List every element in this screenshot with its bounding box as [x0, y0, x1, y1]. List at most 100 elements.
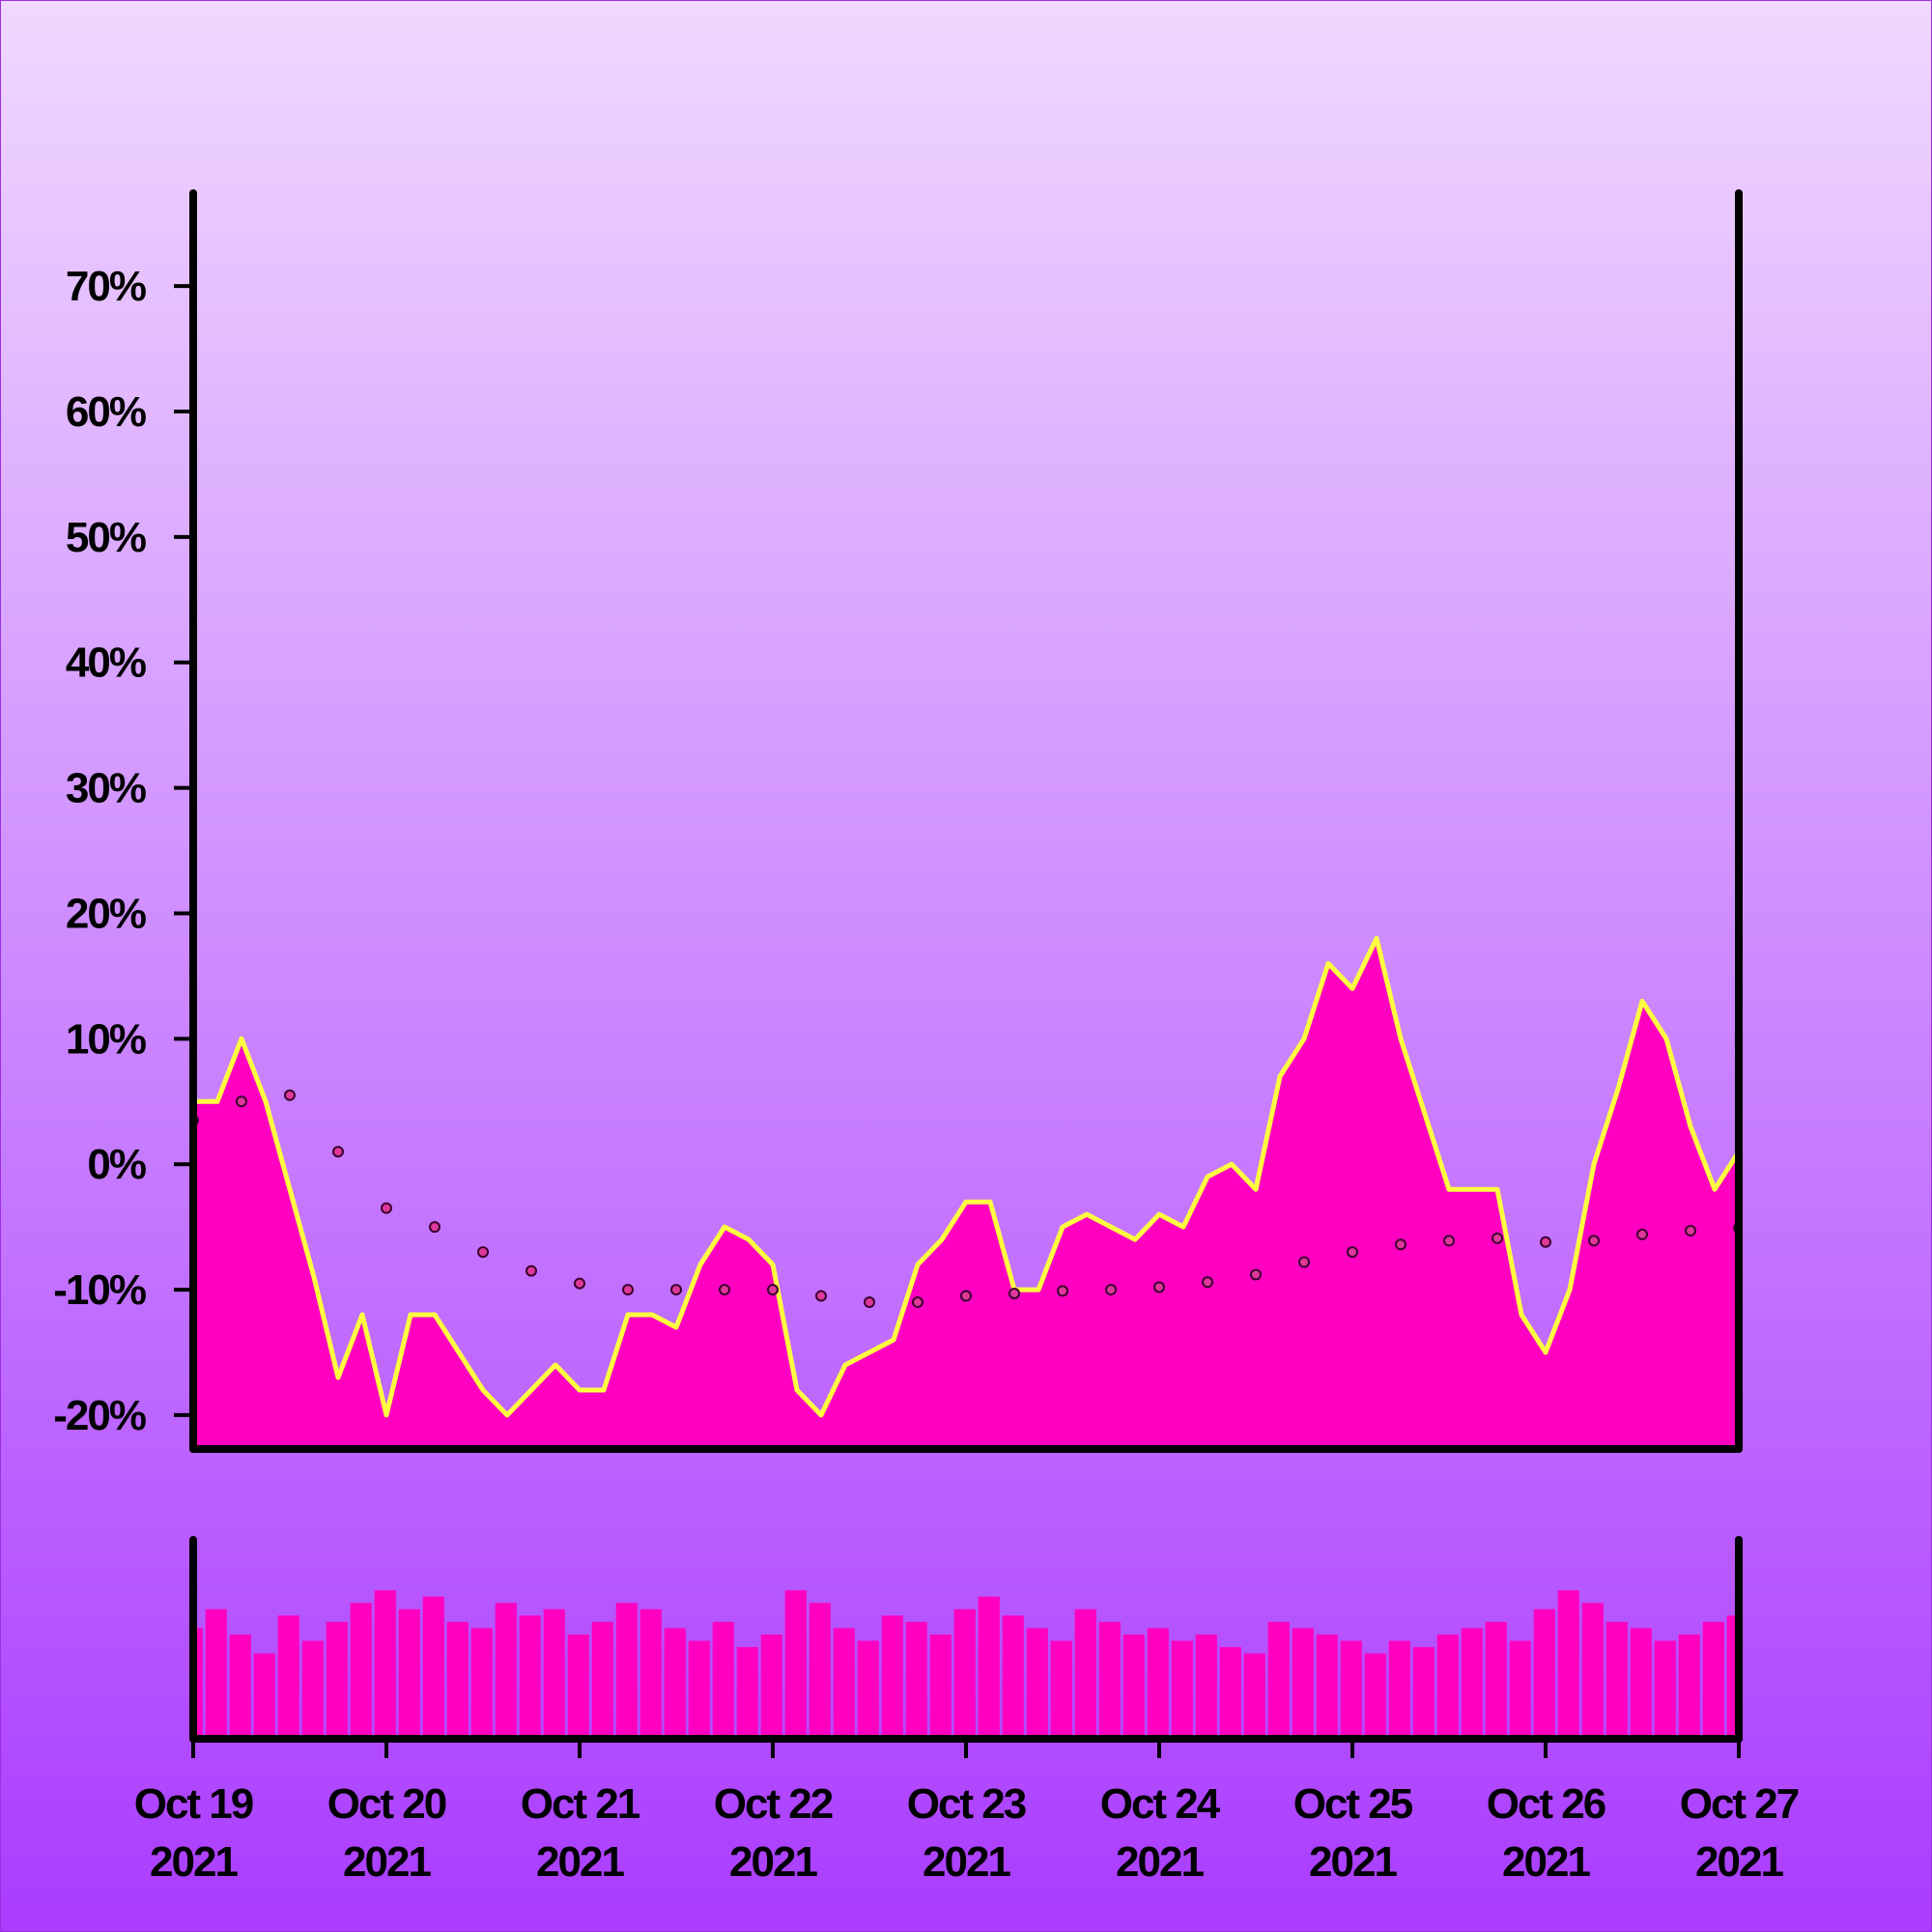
volume-bar — [1436, 1634, 1459, 1739]
x-tick-label: 2021 — [729, 1838, 817, 1886]
moving-average-dot — [1636, 1228, 1648, 1240]
volume-bar — [615, 1603, 638, 1739]
volume-bar — [1412, 1647, 1435, 1739]
moving-average-dot — [1588, 1235, 1600, 1247]
volume-bar — [1195, 1634, 1217, 1739]
moving-average-dot — [1009, 1287, 1020, 1299]
volume-bar — [1026, 1628, 1048, 1739]
volume-bar — [929, 1634, 952, 1739]
x-tick-label: 2021 — [1309, 1838, 1397, 1886]
volume-bar — [857, 1640, 879, 1739]
volume-bar — [1002, 1615, 1024, 1739]
volume-bar — [374, 1590, 396, 1739]
moving-average-dot — [719, 1284, 730, 1296]
x-tick-label: 2021 — [536, 1838, 624, 1886]
x-tick-label: Oct 20 — [327, 1780, 446, 1828]
volume-bar — [350, 1603, 372, 1739]
volume-bar — [1581, 1603, 1604, 1739]
moving-average-dot — [477, 1246, 489, 1259]
moving-average-dot — [332, 1146, 344, 1158]
x-tick-label: 2021 — [343, 1838, 431, 1886]
moving-average-dot — [1202, 1276, 1213, 1289]
volume-bar — [1243, 1653, 1265, 1739]
volume-bar — [1485, 1621, 1507, 1739]
y-tick-label: 70% — [66, 263, 146, 310]
volume-bar — [784, 1590, 807, 1739]
volume-bar — [519, 1615, 541, 1739]
volume-bar — [543, 1608, 565, 1739]
volume-bar — [833, 1628, 855, 1739]
volume-bar — [1050, 1640, 1072, 1739]
y-tick-label: 40% — [66, 639, 146, 687]
volume-area — [193, 1590, 1739, 1739]
x-tick-label: Oct 25 — [1293, 1780, 1413, 1828]
volume-bar — [1533, 1608, 1555, 1739]
volume-bar — [1219, 1647, 1241, 1739]
moving-average-dot — [912, 1296, 923, 1309]
moving-average-dot — [815, 1290, 827, 1302]
volume-bar — [953, 1608, 976, 1739]
moving-average-dot — [429, 1221, 440, 1234]
volume-bar — [229, 1634, 251, 1739]
volume-bar — [1605, 1621, 1628, 1739]
volume-bar — [760, 1634, 782, 1739]
volume-bar — [446, 1621, 469, 1739]
volume-bar — [277, 1615, 299, 1739]
line — [193, 935, 1739, 1418]
y-tick-label: 0% — [87, 1141, 145, 1188]
volume-bar — [1267, 1621, 1290, 1739]
plot-area — [193, 935, 1739, 1449]
x-tick-label: Oct 23 — [907, 1780, 1026, 1828]
x-tick-label: 2021 — [1695, 1838, 1783, 1886]
moving-average-dot — [1443, 1235, 1455, 1247]
y-tick-label: -20% — [53, 1392, 146, 1439]
volume-bar — [1630, 1628, 1652, 1739]
volume-bar — [1122, 1634, 1145, 1739]
volume-bar — [1147, 1628, 1169, 1739]
volume-bar — [664, 1628, 686, 1739]
axes: -20% -10% 0% 10% 20% 30% 40% 50% 60% 70% Oct 19 202… — [53, 189, 1801, 1886]
moving-average-dot — [1057, 1285, 1068, 1297]
y-tick-label: 50% — [66, 514, 146, 561]
x-tick-label: 2021 — [1502, 1838, 1590, 1886]
x-tick-label: Oct 21 — [521, 1780, 640, 1828]
moving-average-dot — [1492, 1232, 1503, 1244]
moving-average-dot — [1540, 1236, 1551, 1248]
moving-average-dot — [526, 1264, 537, 1277]
volume-bar — [398, 1608, 420, 1739]
x-tick-label: 2021 — [1116, 1838, 1204, 1886]
area-fill — [193, 938, 1739, 1449]
volume-bar — [591, 1621, 613, 1739]
volume-bar — [495, 1603, 517, 1739]
moving-average-dot — [1298, 1256, 1310, 1268]
volume-bar — [205, 1608, 227, 1739]
moving-average-dot — [236, 1095, 247, 1108]
volume-bar — [1702, 1621, 1724, 1739]
volume-bar — [567, 1634, 589, 1739]
moving-average-dot — [574, 1277, 585, 1290]
volume-bar — [1171, 1640, 1193, 1739]
volume-bar — [1364, 1653, 1386, 1739]
moving-average-dot — [670, 1284, 682, 1296]
moving-average-dot — [864, 1296, 875, 1309]
moving-average-dot — [1250, 1268, 1262, 1281]
volume-bar — [326, 1621, 348, 1739]
moving-average-dot — [1347, 1246, 1358, 1259]
volume-bar — [1388, 1640, 1410, 1739]
volume-bar — [809, 1603, 831, 1739]
moving-average-dot — [767, 1284, 779, 1296]
x-tick-label: 2021 — [150, 1838, 238, 1886]
volume-bar — [736, 1647, 758, 1739]
y-tick-label: 20% — [66, 890, 146, 937]
volume-bar — [905, 1621, 927, 1739]
volume-bar — [1509, 1640, 1531, 1739]
x-tick-label: Oct 26 — [1487, 1780, 1605, 1828]
volume-bar — [1557, 1590, 1579, 1739]
x-tick-label: Oct 19 — [134, 1780, 253, 1828]
x-tick-label: Oct 24 — [1100, 1780, 1221, 1828]
volume-bar — [688, 1640, 710, 1739]
volume-bar — [1678, 1634, 1700, 1739]
volume-bar — [193, 1628, 203, 1739]
volume-bar — [1098, 1621, 1121, 1739]
